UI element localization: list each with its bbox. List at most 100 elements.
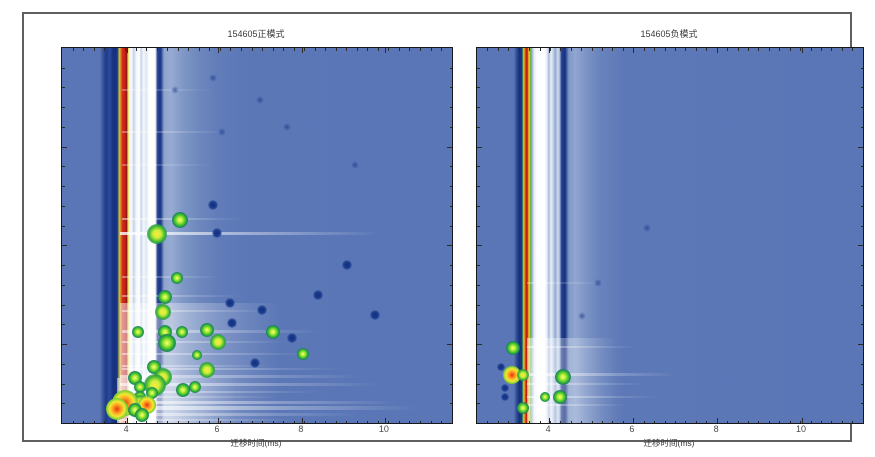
x-axis-minor-tick bbox=[356, 420, 358, 423]
x-axis-minor-tick bbox=[356, 48, 358, 51]
x-axis-minor-tick bbox=[664, 48, 666, 51]
y-axis-minor-tick bbox=[62, 186, 65, 188]
y-axis-minor-tick bbox=[62, 363, 65, 365]
peak-spot bbox=[218, 128, 226, 136]
x-axis-minor-tick bbox=[167, 420, 169, 423]
x-axis-major-tick bbox=[218, 48, 219, 53]
x-axis-major-tick bbox=[218, 418, 219, 423]
x-tick-labels-negative: 4 6 8 10 bbox=[476, 424, 862, 435]
peak-spot bbox=[171, 86, 179, 94]
x-axis-minor-tick bbox=[441, 48, 443, 51]
peak-spot bbox=[128, 371, 142, 385]
y-axis-minor-tick bbox=[860, 403, 863, 405]
x-axis-minor-tick bbox=[230, 48, 232, 51]
x-axis-minor-tick bbox=[633, 48, 635, 51]
x-axis-minor-tick bbox=[167, 48, 169, 51]
x-axis-minor-tick bbox=[706, 48, 708, 51]
x-axis-label-negative: 迁移时间(ms) bbox=[643, 438, 695, 448]
x-axis-minor-tick bbox=[335, 420, 337, 423]
intensity-streak bbox=[120, 374, 360, 378]
intensity-haze bbox=[527, 338, 617, 423]
x-axis-minor-tick bbox=[716, 420, 718, 423]
y-axis-minor-tick bbox=[477, 225, 480, 227]
x-axis-minor-tick bbox=[810, 48, 812, 51]
x-axis-minor-tick bbox=[251, 48, 253, 51]
x-axis-minor-tick bbox=[508, 48, 510, 51]
peak-spot bbox=[172, 212, 188, 228]
y-axis-minor-tick bbox=[62, 383, 65, 385]
x-axis-minor-tick bbox=[283, 420, 285, 423]
x-axis-minor-tick bbox=[789, 48, 791, 51]
x-axis-minor-tick bbox=[272, 48, 274, 51]
peak-spot bbox=[158, 325, 172, 339]
peak-spot bbox=[155, 304, 171, 320]
peak-spot bbox=[497, 363, 505, 371]
peak-spot bbox=[147, 224, 167, 244]
x-axis-minor-tick bbox=[518, 420, 520, 423]
y-axis-minor-tick bbox=[449, 324, 452, 326]
y-axis-minor-tick bbox=[860, 304, 863, 306]
y-axis-minor-tick bbox=[860, 166, 863, 168]
x-axis-minor-tick bbox=[727, 420, 729, 423]
peak-spot bbox=[128, 403, 142, 417]
y-axis-minor-tick bbox=[860, 225, 863, 227]
x-axis-minor-tick bbox=[779, 48, 781, 51]
x-axis-minor-tick bbox=[430, 48, 432, 51]
x-axis-minor-tick bbox=[83, 420, 85, 423]
peak-spot bbox=[643, 224, 651, 232]
x-axis-major-tick bbox=[802, 418, 803, 423]
x-tick-label: 10 bbox=[378, 424, 389, 434]
x-axis-minor-tick bbox=[560, 420, 562, 423]
x-axis-minor-tick bbox=[737, 48, 739, 51]
x-axis-minor-tick bbox=[388, 48, 390, 51]
peak-spot bbox=[200, 323, 214, 337]
y-axis-major-tick bbox=[858, 146, 863, 148]
x-axis-major-tick bbox=[717, 418, 719, 423]
x-axis-minor-tick bbox=[451, 420, 452, 423]
y-axis-minor-tick bbox=[62, 107, 65, 109]
x-axis-minor-tick bbox=[622, 48, 624, 51]
intensity-streak bbox=[117, 419, 297, 421]
y-axis-minor-tick bbox=[860, 126, 863, 128]
y-axis-minor-tick bbox=[477, 265, 480, 267]
x-axis-minor-tick bbox=[654, 48, 656, 51]
x-axis-minor-tick bbox=[72, 48, 74, 51]
x-axis-major-tick bbox=[384, 48, 386, 53]
y-axis-minor-tick bbox=[477, 186, 480, 188]
x-axis-minor-tick bbox=[497, 420, 499, 423]
x-axis-minor-tick bbox=[188, 420, 190, 423]
x-axis-minor-tick bbox=[612, 48, 614, 51]
x-axis-minor-tick bbox=[487, 420, 489, 423]
y-axis-major-tick bbox=[477, 344, 482, 346]
intensity-streak bbox=[122, 295, 242, 297]
x-axis-minor-tick bbox=[272, 420, 274, 423]
peak-spot bbox=[540, 392, 550, 402]
x-tick-labels-positive: 4 6 8 10 bbox=[61, 424, 451, 435]
y-axis-major-tick bbox=[477, 146, 482, 148]
y-axis-minor-tick bbox=[449, 186, 452, 188]
y-axis-minor-tick bbox=[449, 166, 452, 168]
x-axis-minor-tick bbox=[758, 48, 760, 51]
peak-spot bbox=[503, 366, 521, 384]
panel-title-positive-mode: 154605正模式 bbox=[227, 29, 285, 39]
peak-spot bbox=[594, 279, 602, 287]
y-axis-minor-tick bbox=[477, 383, 480, 385]
x-axis-major-tick bbox=[301, 48, 303, 53]
y-axis-minor-tick bbox=[449, 205, 452, 207]
intensity-streak bbox=[122, 368, 342, 370]
x-tick-label: 10 bbox=[795, 424, 807, 434]
x-axis-major-tick bbox=[717, 48, 719, 53]
y-axis-minor-tick bbox=[477, 304, 480, 306]
y-axis-minor-tick bbox=[449, 126, 452, 128]
y-axis-minor-tick bbox=[449, 67, 452, 69]
x-axis-major-tick bbox=[301, 418, 303, 423]
x-axis-minor-tick bbox=[862, 48, 863, 51]
peak-spot bbox=[297, 348, 309, 360]
peak-spot bbox=[370, 310, 380, 320]
x-axis-minor-tick bbox=[241, 420, 242, 423]
y-axis-minor-tick bbox=[449, 383, 452, 385]
peak-spot bbox=[257, 305, 267, 315]
y-axis-major-tick bbox=[447, 344, 452, 346]
x-axis-minor-tick bbox=[156, 48, 158, 51]
